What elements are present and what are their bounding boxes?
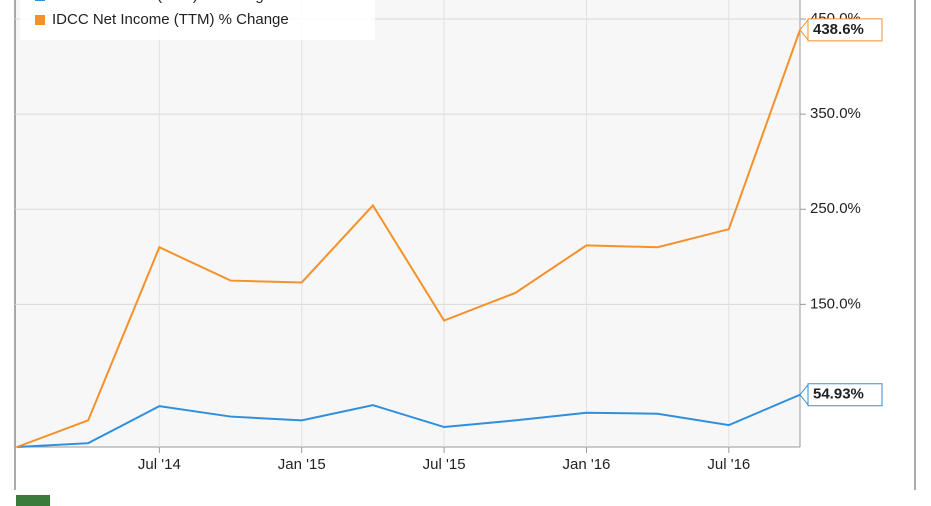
y-tick-label: 350.0% <box>810 105 861 122</box>
x-tick-label: Jan '15 <box>278 456 326 473</box>
series-line <box>16 29 801 448</box>
end-value-label: 438.6% <box>813 21 864 38</box>
y-tick-label: 150.0% <box>810 295 861 312</box>
legend-swatch <box>35 0 45 1</box>
y-tick-label: 250.0% <box>810 200 861 217</box>
logo <box>16 495 50 506</box>
label-box <box>807 18 883 42</box>
end-value-label: 54.93% <box>813 386 864 403</box>
label-pointer <box>799 383 809 407</box>
legend-box <box>20 0 375 40</box>
x-tick-label: Jul '16 <box>707 456 750 473</box>
x-tick-label: Jul '15 <box>423 456 466 473</box>
x-tick-label: Jul '14 <box>138 456 181 473</box>
legend-label: IDCC Revenue (TTM) % Change <box>52 0 272 4</box>
plot-area <box>15 0 800 447</box>
legend-swatch <box>35 15 45 25</box>
label-box <box>807 383 883 407</box>
label-pointer <box>799 18 809 42</box>
legend-label: IDCC Net Income (TTM) % Change <box>52 11 289 28</box>
series-line <box>16 393 801 448</box>
x-tick-label: Jan '16 <box>563 456 611 473</box>
